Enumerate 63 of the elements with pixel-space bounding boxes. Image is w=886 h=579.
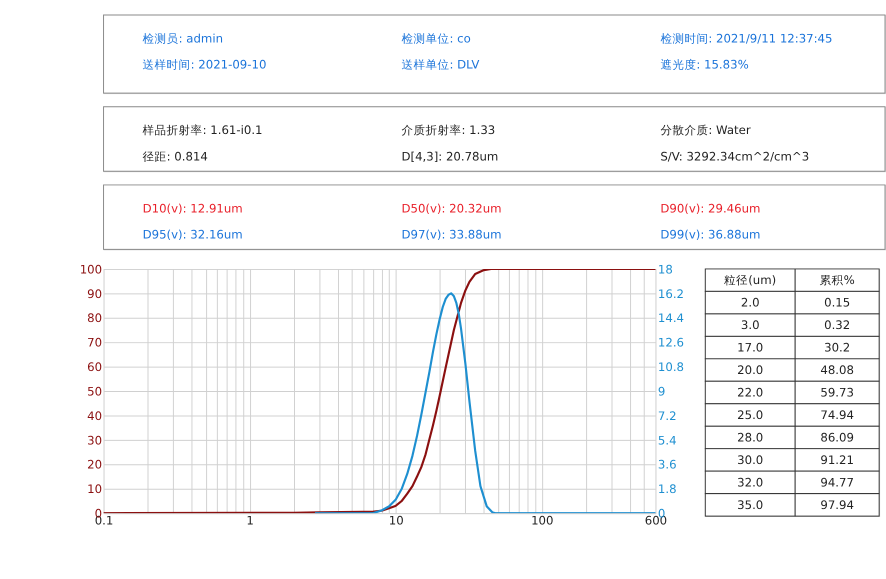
x-tick-label: 1 — [246, 513, 254, 528]
text: 97.94 — [820, 498, 854, 512]
text: 2.0 — [740, 296, 760, 310]
text: 介质折射率: 1.33 — [401, 123, 496, 138]
text: 径距: 0.814 — [142, 150, 208, 164]
text: 累积% — [820, 273, 855, 288]
y-tick-label: 70 — [87, 336, 102, 350]
text: 样品折射率: 1.61-i0.1 — [142, 123, 263, 138]
text: D[4,3]: 20.78um — [401, 150, 498, 164]
text: 35.0 — [737, 498, 764, 512]
text: 48.08 — [820, 362, 854, 377]
text: D95(v): 32.16um — [142, 228, 243, 242]
text: D50(v): 20.32um — [401, 201, 502, 216]
text: 0.32 — [824, 318, 850, 332]
y2-tick-label: 12.6 — [658, 336, 684, 350]
text: D99(v): 36.88um — [660, 228, 760, 242]
y2-tick-label: 7.2 — [658, 408, 677, 423]
y-tick-label: 90 — [87, 286, 102, 301]
text: 送样单位: DLV — [401, 58, 480, 72]
y-tick-label: 80 — [87, 311, 102, 326]
y-tick-label: 20 — [87, 458, 102, 472]
y-tick-label: 30 — [87, 433, 102, 448]
y-tick-label: 60 — [87, 360, 102, 374]
y2-tick-label: 5.4 — [658, 433, 677, 448]
y2-tick-label: 3.6 — [658, 458, 677, 472]
text: 分散介质: Water — [660, 123, 751, 138]
text: D90(v): 29.46um — [660, 201, 760, 216]
text: 17.0 — [737, 340, 764, 354]
y-tick-label: 50 — [87, 384, 102, 398]
x-tick-label: 10 — [388, 513, 404, 528]
y2-tick-label: 16.2 — [658, 286, 684, 301]
y2-tick-label: 1.8 — [658, 482, 677, 496]
text: 检测时间: 2021/9/11 12:37:45 — [660, 31, 832, 46]
y2-tick-label: 14.4 — [658, 311, 684, 326]
text: 91.21 — [820, 452, 854, 467]
text: S/V: 3292.34cm^2/cm^3 — [660, 150, 810, 164]
text: 94.77 — [820, 475, 854, 490]
y2-tick-label: 18 — [658, 262, 673, 276]
text: 送样时间: 2021-09-10 — [142, 58, 266, 72]
text: 20.0 — [737, 362, 764, 377]
y2-tick-label: 10.8 — [658, 360, 684, 374]
text: 30.0 — [737, 452, 764, 467]
text: 检测员: admin — [142, 31, 224, 46]
text: 粒径(um) — [724, 273, 776, 288]
y-tick-label: 10 — [87, 482, 102, 496]
text: 74.94 — [820, 408, 854, 422]
y-tick-label: 40 — [87, 408, 102, 423]
x-tick-label: 100 — [531, 513, 554, 528]
text: 32.0 — [737, 475, 764, 490]
text: 86.09 — [820, 430, 854, 444]
text: 22.0 — [737, 385, 764, 400]
text: 检测单位: co — [401, 31, 471, 46]
text: 59.73 — [820, 385, 854, 400]
text: 3.0 — [740, 318, 760, 332]
text: 遮光度: 15.83% — [660, 58, 749, 72]
text: 25.0 — [737, 408, 764, 422]
y-tick-label: 100 — [80, 262, 102, 276]
text: 30.2 — [824, 340, 850, 354]
y2-tick-label: 9 — [658, 384, 666, 398]
text: 0.15 — [824, 296, 850, 310]
text: 28.0 — [737, 430, 764, 444]
text: D97(v): 33.88um — [401, 228, 502, 242]
text: D10(v): 12.91um — [142, 201, 243, 216]
